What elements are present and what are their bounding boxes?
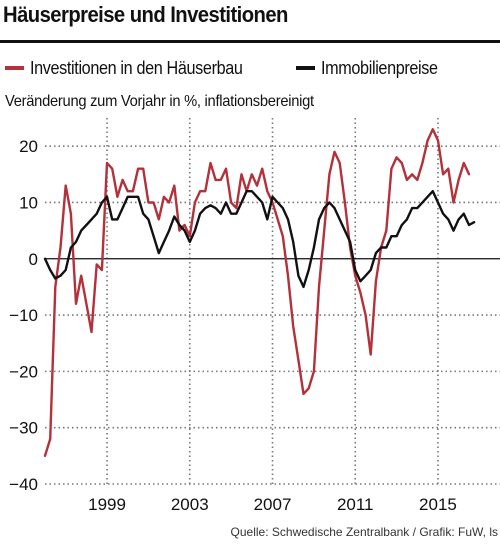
legend-item-prices: Immobilienpreise — [296, 56, 451, 80]
legend-swatch-prices — [296, 66, 315, 70]
y-tick-label--10: −10 — [9, 306, 38, 325]
chart-subtitle: Veränderung zum Vorjahr in %, inflations… — [5, 93, 314, 110]
y-tick-label--40: −40 — [9, 475, 38, 494]
x-tick-label-2011: 2011 — [337, 495, 374, 514]
x-tick-label-2003: 2003 — [171, 495, 209, 514]
y-tick-label-20: 20 — [19, 137, 38, 156]
legend-item-investment: Investitionen in den Häuserbau — [5, 56, 266, 80]
x-tick-label-2015: 2015 — [419, 495, 457, 514]
title-rule — [0, 40, 500, 43]
y-tick-label-0: 0 — [29, 250, 38, 269]
y-tick-label--20: −20 — [9, 362, 38, 381]
y-tick-label--30: −30 — [9, 419, 38, 438]
series-line-investment — [43, 128, 471, 457]
legend-label-investment: Investitionen in den Häuserbau — [30, 57, 243, 78]
legend-label-prices: Immobilienpreise — [321, 57, 438, 78]
x-tick-label-2007: 2007 — [254, 495, 292, 514]
chart-title: Häuserpreise und Investitionen — [3, 2, 288, 27]
legend-swatch-investment — [5, 66, 24, 70]
y-tick-label-10: 10 — [19, 193, 38, 212]
x-tick-label-1999: 1999 — [88, 495, 126, 514]
series-line-prices — [43, 190, 476, 289]
source-note: Quelle: Schwedische Zentralbank / Grafik… — [230, 525, 498, 539]
